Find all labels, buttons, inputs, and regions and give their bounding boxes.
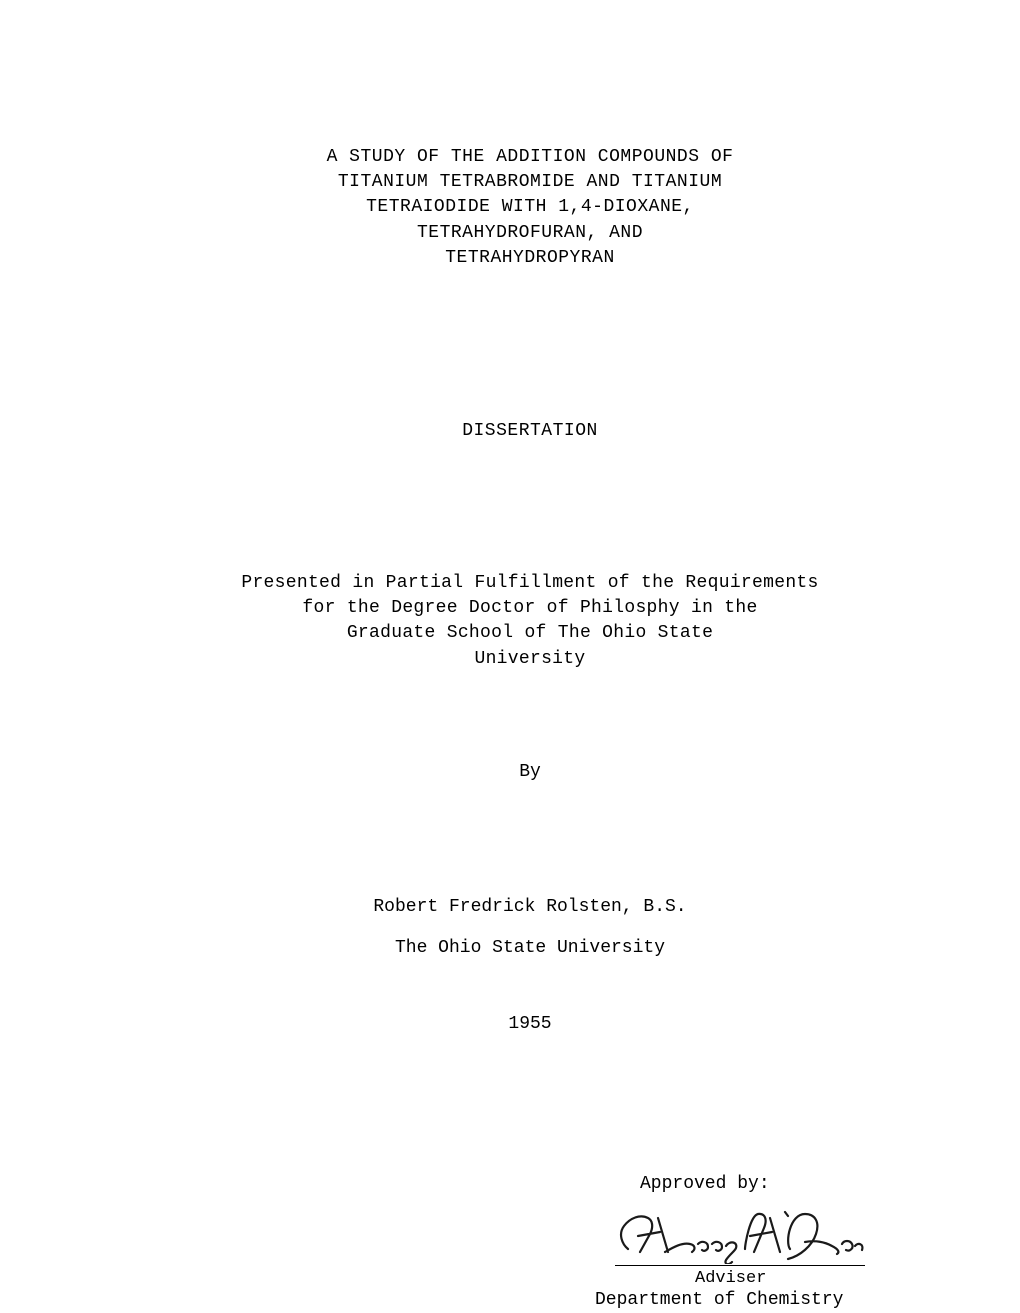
fulfillment-line: for the Degree Doctor of Philosphy in th… <box>241 596 818 621</box>
department-label: Department of Chemistry <box>595 1290 875 1310</box>
author-affiliation: The Ohio State University <box>373 928 686 969</box>
title-line: TITANIUM TETRABROMIDE AND TITANIUM <box>327 170 734 195</box>
approval-block: Approved by: Adviser Department of Chemi… <box>595 1174 875 1310</box>
fulfillment-line: Graduate School of The Ohio State <box>241 621 818 646</box>
title-line: TETRAHYDROFURAN, AND <box>327 221 734 246</box>
dissertation-title: A STUDY OF THE ADDITION COMPOUNDS OF TIT… <box>327 145 734 271</box>
title-line: TETRAHYDROPYRAN <box>327 246 734 271</box>
author-block: Robert Fredrick Rolsten, B.S. The Ohio S… <box>373 887 686 970</box>
by-label: By <box>519 762 541 782</box>
title-line: TETRAIODIDE WITH 1,4-DIOXANE, <box>327 195 734 220</box>
document-type-label: DISSERTATION <box>462 421 598 441</box>
adviser-signature <box>610 1204 870 1264</box>
title-line: A STUDY OF THE ADDITION COMPOUNDS OF <box>327 145 734 170</box>
fulfillment-line: Presented in Partial Fulfillment of the … <box>241 571 818 596</box>
fulfillment-line: University <box>241 647 818 672</box>
adviser-label: Adviser <box>695 1269 766 1288</box>
approved-by-label: Approved by: <box>640 1174 875 1194</box>
fulfillment-statement: Presented in Partial Fulfillment of the … <box>241 571 818 672</box>
title-page: A STUDY OF THE ADDITION COMPOUNDS OF TIT… <box>0 0 1020 1313</box>
signature-area: Adviser <box>595 1209 875 1284</box>
author-name: Robert Fredrick Rolsten, B.S. <box>373 887 686 928</box>
signature-line <box>615 1265 865 1266</box>
year: 1955 <box>508 1014 551 1034</box>
